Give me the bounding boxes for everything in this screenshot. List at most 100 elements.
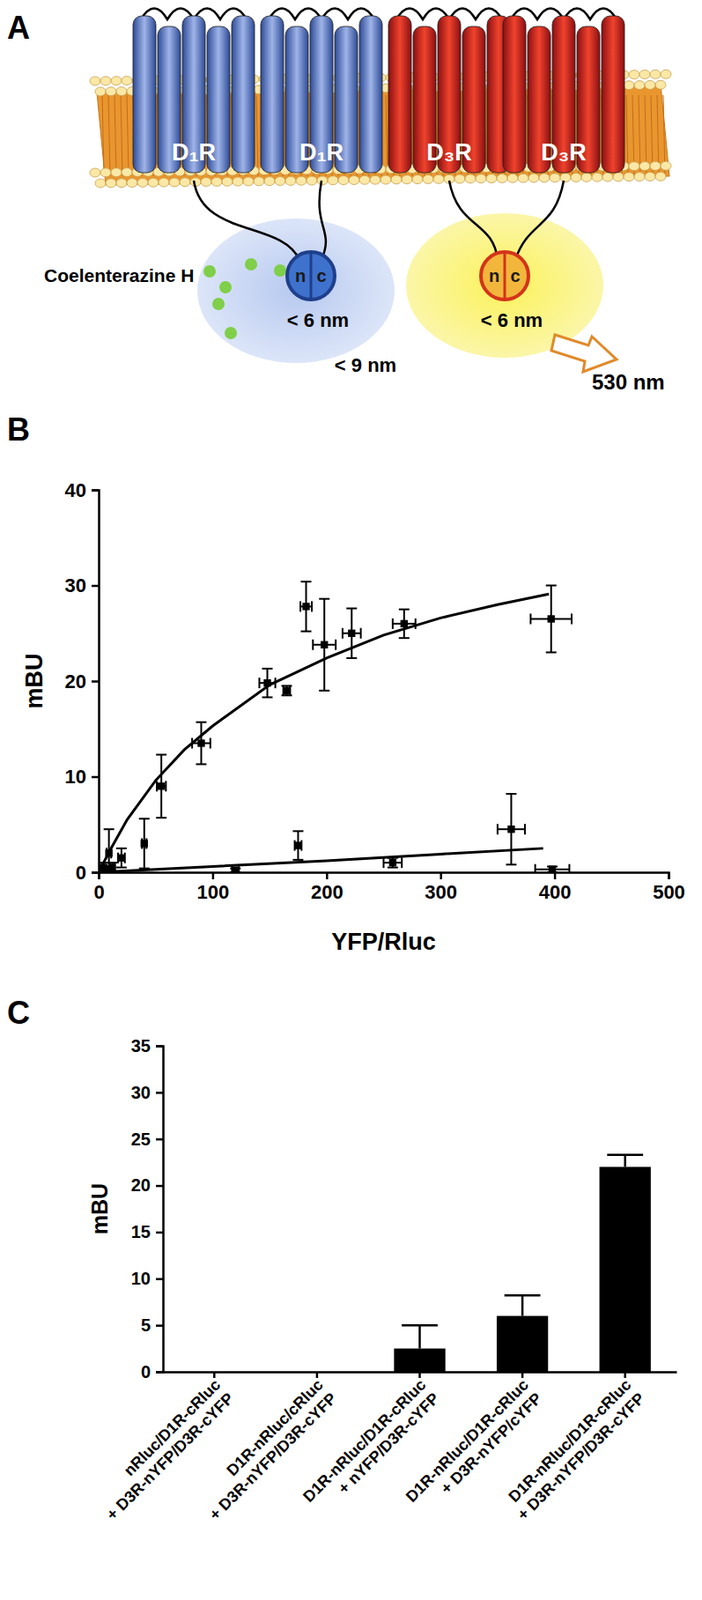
error-cap bbox=[400, 857, 403, 868]
y-error-bar bbox=[155, 754, 167, 819]
helix bbox=[133, 15, 156, 173]
lipid-head bbox=[401, 175, 413, 185]
probe-divider bbox=[310, 251, 313, 300]
error-cap bbox=[292, 858, 303, 861]
category-label: D1R-nRluc/cRluc+ D3R-nYFP/D3R-cYFP bbox=[192, 1375, 340, 1524]
tick: 0 bbox=[140, 1361, 163, 1382]
receptor: D₁R bbox=[133, 8, 255, 174]
bar bbox=[599, 1166, 651, 1372]
error-cap bbox=[504, 1293, 541, 1297]
lipid-head bbox=[274, 176, 286, 185]
x-error-bar bbox=[312, 639, 336, 651]
receptor-label: D₃R bbox=[426, 139, 472, 166]
tick: 0 bbox=[93, 871, 104, 903]
data-point bbox=[157, 782, 165, 790]
lipid-head bbox=[528, 173, 540, 183]
lipid-head bbox=[264, 177, 275, 186]
tick-label: 0 bbox=[140, 1361, 151, 1382]
lipid-head bbox=[121, 168, 133, 178]
category-label-line: D1R-nRluc/D1R-cRluc bbox=[504, 1375, 635, 1506]
emission-label: 530 nm bbox=[591, 369, 666, 394]
lipid-tail bbox=[102, 95, 104, 177]
lipid-head bbox=[628, 162, 640, 171]
lipid-head bbox=[121, 76, 133, 86]
tick-mark bbox=[91, 775, 99, 779]
panel-c: C05101520253035mBUnRluc/D1R-cRluc+ D3R-n… bbox=[7, 994, 678, 1523]
tick: D1R-nRluc/cRluc+ D3R-nYFP/D3R-cYFP bbox=[192, 1371, 340, 1523]
y-error-bar bbox=[116, 848, 127, 868]
tick-label: 400 bbox=[539, 880, 572, 903]
x-axis: 0100200300400500 bbox=[93, 871, 685, 903]
axis-line bbox=[99, 872, 670, 880]
fit-line bbox=[98, 848, 544, 872]
lipid-head bbox=[221, 177, 233, 186]
receptor: D₃R bbox=[388, 8, 510, 174]
probe-circle bbox=[287, 251, 335, 300]
receptor: D₁R bbox=[260, 8, 383, 174]
panel-b: B0100200300400500010203040YFP/RlucmBU bbox=[7, 411, 686, 955]
tick: D1R-nRluc/D1R-cRluc+ D3R-nYFP/D3R-cYFP bbox=[500, 1371, 649, 1523]
distance-label: < 9 nm bbox=[334, 354, 397, 377]
helix bbox=[231, 15, 255, 173]
error-cap bbox=[116, 866, 127, 869]
tick-mark bbox=[155, 1323, 163, 1327]
lipid-head bbox=[338, 176, 349, 185]
substrate-label: Coelenterazine H bbox=[44, 265, 194, 286]
lipid-tail bbox=[108, 95, 111, 177]
c-terminal-tail bbox=[515, 180, 564, 260]
x-error-bar bbox=[156, 780, 166, 791]
tick-mark bbox=[325, 871, 329, 880]
x-axis: nRluc/D1R-cRluc+ D3R-nYFP/D3R-cYFPD1R-nR… bbox=[89, 1371, 678, 1523]
tick-mark bbox=[155, 1044, 163, 1048]
error-cap bbox=[262, 695, 274, 698]
error-cap bbox=[155, 780, 158, 791]
data-point bbox=[197, 738, 205, 747]
lipid-head bbox=[147, 177, 159, 187]
tick-mark bbox=[91, 584, 99, 588]
y-axis-title: mBU bbox=[87, 1182, 112, 1235]
figure-svg: Anc< 6 nmnc< 6 nmCoelenterazine H< 9 nm5… bbox=[0, 0, 702, 1600]
error-cap bbox=[155, 816, 167, 819]
lipid-head bbox=[650, 69, 661, 79]
y-error-bar bbox=[301, 581, 312, 631]
lipid-head bbox=[660, 161, 672, 170]
tick: 30 bbox=[65, 574, 99, 597]
tick-mark bbox=[155, 1091, 163, 1094]
lipid-head bbox=[644, 171, 656, 181]
tick-mark bbox=[316, 1371, 319, 1378]
split-probe: nc< 6 nm bbox=[287, 251, 349, 332]
probe-divider bbox=[503, 251, 507, 300]
lipid-head bbox=[285, 176, 296, 185]
lipid-head bbox=[655, 171, 666, 181]
tick-mark bbox=[91, 488, 99, 492]
lipid-head bbox=[639, 70, 651, 80]
lipid-head bbox=[613, 172, 624, 182]
error-cap bbox=[505, 792, 517, 795]
tick-label: 40 bbox=[65, 479, 87, 502]
x-error-bar bbox=[283, 685, 291, 696]
data-point bbox=[548, 865, 556, 872]
error-cap bbox=[310, 600, 313, 612]
lipid-head bbox=[95, 178, 106, 188]
lipid-head bbox=[634, 81, 645, 90]
tick-mark bbox=[418, 1371, 422, 1378]
distance-label: < 6 nm bbox=[287, 309, 349, 332]
tick: 400 bbox=[539, 871, 572, 903]
lipid-head bbox=[496, 173, 508, 183]
y-error-bar bbox=[281, 685, 293, 695]
category-label: D1R-nRluc/D1R-cRluc+ D3R-nYFP/D3R-cYFP bbox=[500, 1375, 649, 1524]
lipid-head bbox=[95, 87, 106, 97]
tick-mark bbox=[91, 679, 99, 683]
tick-label: 100 bbox=[197, 880, 230, 903]
tick-mark bbox=[91, 871, 99, 874]
lipid-head bbox=[110, 76, 122, 86]
tick-label: 20 bbox=[65, 670, 87, 693]
error-cap bbox=[606, 1152, 643, 1156]
error-cap bbox=[414, 618, 417, 629]
error-stem bbox=[623, 1154, 627, 1168]
lipid-head bbox=[391, 175, 402, 185]
probe-half-label: c bbox=[509, 266, 520, 286]
tick-mark bbox=[554, 871, 557, 880]
lipid-head bbox=[639, 162, 651, 171]
c-terminal-tail bbox=[449, 180, 498, 260]
